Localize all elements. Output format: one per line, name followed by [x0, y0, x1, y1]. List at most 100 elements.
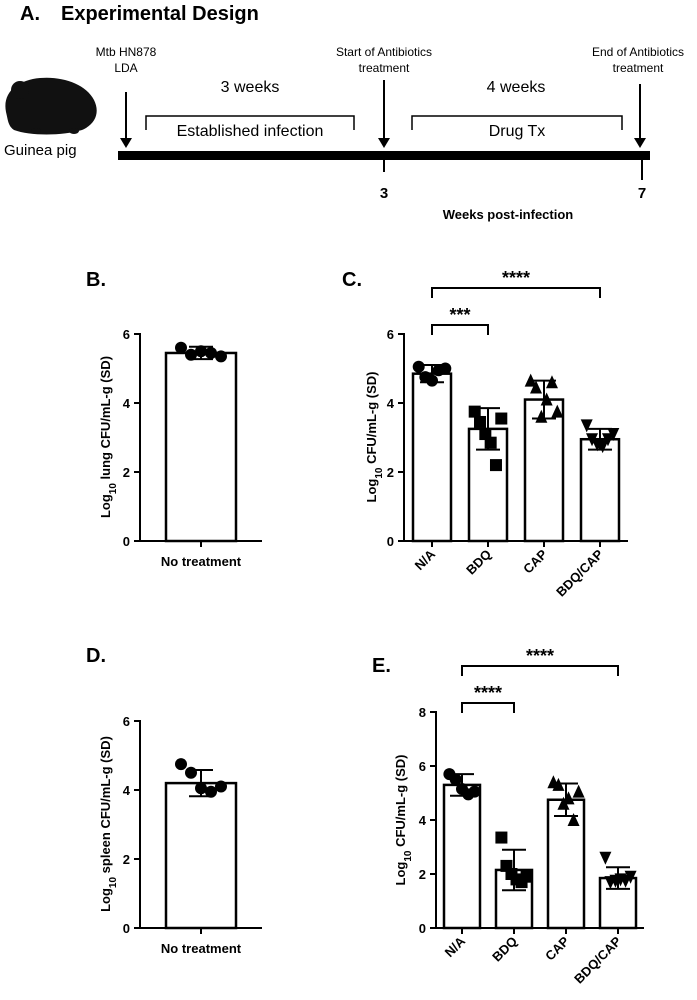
data-point	[596, 440, 609, 454]
y-tick-label: 0	[123, 534, 130, 549]
period1-weeks: 3 weeks	[221, 79, 280, 96]
data-point	[449, 773, 462, 786]
data-point	[599, 851, 612, 865]
x-tick-label: N/A	[412, 546, 439, 573]
data-point	[520, 870, 533, 883]
data-point	[468, 785, 481, 798]
data-point	[439, 362, 452, 375]
panel-letter: E.	[372, 655, 391, 677]
data-point	[530, 380, 543, 394]
chart-panel-e: E. 0 2 4 6 8 Log10 CFU/mL-g (SD) N/A BDQ CAP BDQ/C…	[372, 646, 644, 987]
x-tick-label: CAP	[520, 546, 550, 576]
panel-a-letter: A.	[20, 3, 40, 25]
data-point	[540, 392, 553, 406]
bar	[579, 437, 621, 543]
week3-label: 3	[380, 185, 388, 202]
data-point	[495, 412, 508, 425]
chart-panel-c: C. 0 2 4 6 Log10 CFU/mL-g (SD) N/A BDQ CAP BDQ/CA…	[342, 268, 628, 600]
chart-panel-d: D. 0 2 4 6 Log10 spleen CFU/mL-g (SD) No treat…	[86, 645, 262, 956]
period1-bracket	[145, 115, 355, 130]
significance-bracket	[461, 702, 515, 713]
timeline-bar	[118, 151, 650, 160]
week7-label: 7	[638, 185, 646, 202]
y-tick-label: 0	[123, 921, 130, 936]
data-point	[175, 758, 187, 771]
period2-bracket	[411, 115, 623, 130]
bar	[164, 781, 238, 930]
data-point	[426, 374, 438, 387]
y-tick-label: 4	[123, 396, 131, 411]
data-point	[205, 785, 217, 798]
data-point	[205, 346, 217, 359]
data-point	[195, 782, 207, 795]
timeline-axis-label: Weeks post-infection	[443, 207, 574, 222]
data-point	[552, 777, 565, 791]
significance-bracket	[461, 665, 619, 676]
chart-panel-b: B. 0 2 4 6 Log10 lung CFU/mL-g (SD) No treatme…	[86, 269, 262, 569]
y-tick-label: 0	[387, 534, 394, 549]
bar	[442, 783, 482, 930]
data-point	[185, 766, 197, 779]
data-point	[551, 404, 564, 418]
y-axis-label: Log10 lung CFU/mL-g (SD)	[98, 356, 119, 518]
panel-letter: D.	[86, 645, 106, 667]
data-point	[624, 870, 637, 884]
treatment-end-arrow-head	[634, 138, 646, 148]
data-point	[175, 341, 187, 354]
significance-label: ****	[502, 268, 530, 288]
infection-label-line2: LDA	[114, 61, 137, 75]
charts: B. 0 2 4 6 Log10 lung CFU/mL-g (SD) No treatme…	[86, 268, 644, 987]
period2-weeks: 4 weeks	[487, 79, 546, 96]
bar	[411, 372, 453, 543]
bar	[546, 798, 586, 930]
treatment-start-line1: Start of Antibiotics	[336, 45, 432, 59]
y-tick-label: 6	[419, 759, 426, 774]
data-point	[535, 409, 548, 423]
data-point	[495, 831, 508, 844]
y-tick-label: 6	[387, 327, 394, 342]
x-tick-label: N/A	[442, 933, 469, 960]
data-point	[474, 415, 487, 428]
treatment-start-arrow-head	[378, 138, 390, 148]
y-tick-label: 2	[123, 465, 130, 480]
bar	[523, 398, 565, 543]
data-point	[524, 373, 537, 387]
y-tick-label: 8	[419, 705, 426, 720]
data-point	[572, 784, 585, 798]
x-tick-label: CAP	[542, 933, 572, 963]
y-tick-label: 4	[387, 396, 395, 411]
y-tick-label: 2	[419, 867, 426, 882]
x-tick-label: No treatment	[161, 554, 242, 569]
x-tick-label: BDQ/CAP	[553, 546, 606, 599]
bar	[164, 351, 238, 543]
data-point	[562, 791, 575, 805]
data-point	[607, 428, 620, 442]
treatment-end-line2: treatment	[613, 61, 664, 75]
panel-letter: B.	[86, 269, 106, 291]
x-tick-label: BDQ	[463, 547, 494, 578]
treatment-end-line1: End of Antibiotics	[592, 45, 684, 59]
data-point	[215, 350, 227, 363]
data-point	[484, 436, 497, 449]
y-tick-label: 0	[419, 921, 426, 936]
significance-bracket	[431, 324, 489, 335]
x-tick-label: BDQ	[489, 934, 520, 965]
y-axis-label: Log10 CFU/mL-g (SD)	[393, 755, 414, 886]
data-point	[545, 375, 558, 389]
y-tick-label: 4	[419, 813, 427, 828]
data-point	[567, 813, 580, 826]
treatment-start-line2: treatment	[359, 61, 410, 75]
panel-letter: C.	[342, 269, 362, 291]
y-tick-label: 6	[123, 714, 130, 729]
data-point	[489, 459, 502, 472]
guinea-pig-icon	[5, 77, 97, 135]
data-point	[580, 419, 593, 433]
y-axis-label: Log10 CFU/mL-g (SD)	[364, 372, 385, 503]
x-tick-label: No treatment	[161, 941, 242, 956]
x-tick-label: BDQ/CAP	[571, 933, 624, 986]
y-tick-label: 6	[123, 327, 130, 342]
animal-label: Guinea pig	[4, 142, 77, 159]
y-tick-label: 4	[123, 783, 131, 798]
panel-a-title: Experimental Design	[61, 3, 259, 25]
infection-label-line1: Mtb HN878	[96, 45, 157, 59]
